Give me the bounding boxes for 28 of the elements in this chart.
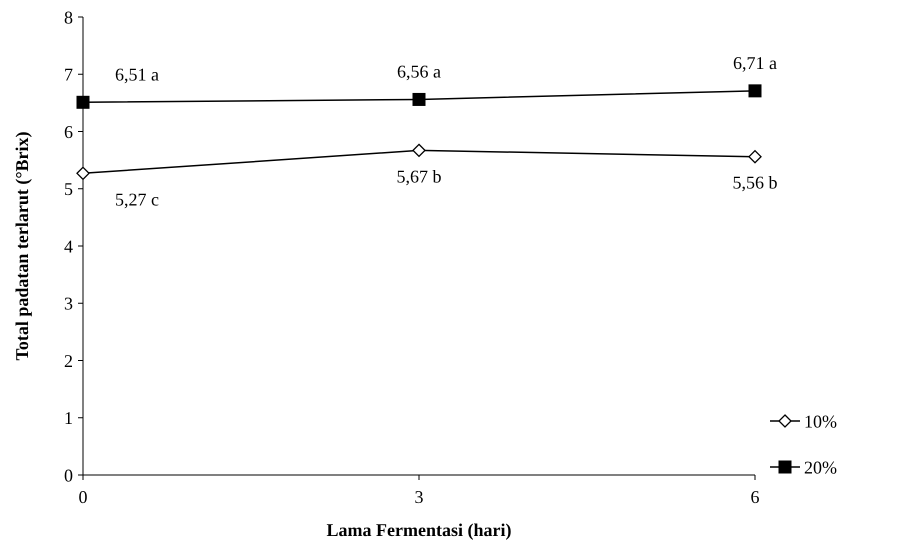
y-tick-label: 1 [64,408,73,428]
x-tick-label: 3 [414,487,424,507]
x-tick-label: 0 [78,487,88,507]
point [412,144,426,158]
y-tick-label: 5 [64,179,73,200]
y-tick-label: 3 [64,294,73,314]
point [412,92,426,106]
y-axis-title: Total padatan terlarut (°Brix) [12,131,32,361]
legend-label: 20% [804,457,837,478]
point [76,96,90,109]
data-label: 6,51 a [115,64,159,84]
point [76,166,90,180]
data-label: 5,67 b [396,166,442,186]
data-label: 5,27 c [115,189,159,210]
data-label: 6,71 a [733,52,777,73]
legend-label: 10% [804,411,837,432]
point [748,150,762,164]
x-tick-label: 6 [750,487,760,507]
y-tick-label: 4 [64,236,73,256]
data-label: 6,56 a [397,61,441,82]
y-tick-label: 0 [64,465,73,486]
data-label: 5,56 b [732,172,778,193]
y-tick-label: 8 [64,7,73,28]
x-axis-title: Lama Fermentasi (hari) [326,520,512,540]
point [748,84,762,98]
y-tick-label: 7 [64,64,73,85]
y-tick-label: 2 [64,350,73,371]
y-tick-label: 6 [64,122,73,142]
